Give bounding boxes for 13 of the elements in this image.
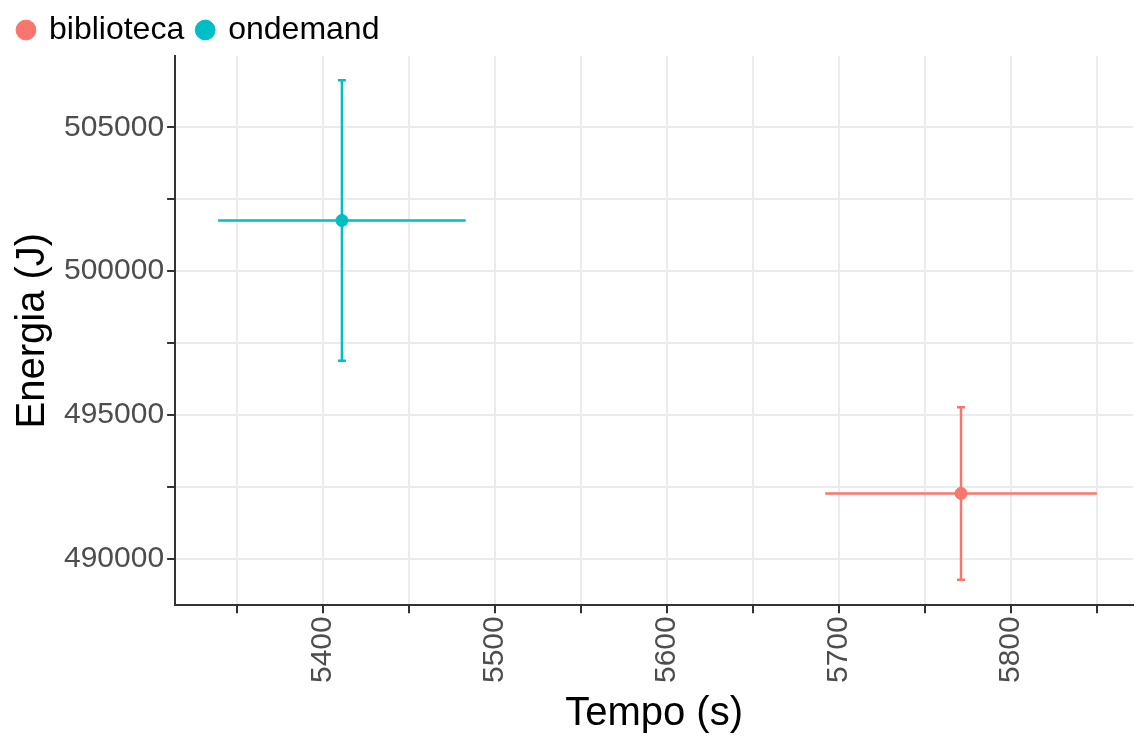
x-tick-label: 5800 (992, 616, 1026, 684)
y-tick-label: 490000 (64, 539, 165, 573)
x-tick-label: 5700 (820, 616, 854, 684)
x-axis-title: Tempo (s) (565, 689, 743, 734)
y-tick-label: 495000 (64, 396, 165, 430)
y-axis-title: Energia (J) (8, 232, 53, 429)
legend-label: ondemand (228, 9, 380, 46)
x-tick-label: 5500 (476, 616, 510, 684)
legend-label: biblioteca (49, 9, 185, 46)
x-tick-label: 5400 (304, 616, 338, 684)
x-tick-label: 5600 (648, 616, 682, 684)
y-tick-label: 505000 (64, 108, 165, 142)
y-tick-label: 500000 (64, 252, 165, 286)
